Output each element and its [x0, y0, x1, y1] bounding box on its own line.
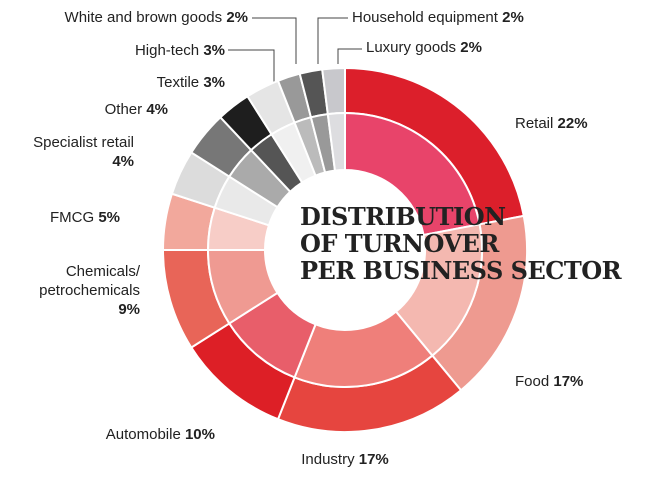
value-label: 3%	[203, 74, 225, 91]
slice-label: High-tech 3%	[60, 41, 225, 60]
category-name: High-tech	[134, 42, 200, 59]
value-label: 2%	[502, 9, 524, 26]
slice-label: Chemicals/ petrochemicals 9%	[20, 262, 140, 319]
value-label: 2%	[226, 9, 248, 26]
leader-lines	[228, 17, 362, 84]
slice-label: Other 4%	[60, 100, 168, 119]
slice-label: Industry 17%	[280, 450, 410, 469]
slice-label: Retail 22%	[515, 114, 655, 133]
value-label: 4%	[146, 101, 168, 118]
slice-label: FMCG 5%	[20, 208, 120, 227]
value-label: 17%	[553, 373, 584, 390]
value-label: 9%	[118, 301, 140, 318]
slice-label: White and brown goods 2%	[0, 8, 248, 27]
slice-label: Luxury goods 2%	[366, 38, 546, 57]
category-name: FMCG	[49, 209, 95, 226]
category-name: Household equipment	[352, 9, 498, 26]
slice-label: Textile 3%	[90, 73, 225, 92]
leader-line	[337, 48, 362, 64]
category-name: Chemicals/ petrochemicals	[39, 263, 140, 299]
value-label: 10%	[184, 426, 215, 443]
value-label: 5%	[98, 209, 120, 226]
title-line: DISTRIBUTION	[300, 202, 506, 231]
value-label: 2%	[460, 39, 482, 56]
chart-title: DISTRIBUTION OF TURNOVER PER BUSINESS SE…	[300, 202, 622, 285]
category-name: Luxury goods	[366, 39, 457, 56]
inner-slice	[344, 111, 481, 237]
value-label: 17%	[358, 451, 389, 468]
slice-label: Household equipment 2%	[352, 8, 572, 27]
leader-line	[317, 17, 348, 64]
category-name: White and brown goods	[64, 9, 223, 26]
category-name: Specialist retail	[33, 134, 134, 151]
slice-label: Specialist retail 4%	[30, 133, 134, 171]
value-label: 22%	[557, 115, 588, 132]
title-line: PER BUSINESS SECTOR	[300, 256, 622, 285]
slice-label: Food 17%	[515, 372, 655, 391]
title-line: OF TURNOVER	[300, 229, 499, 258]
leader-line	[252, 17, 297, 64]
leader-line	[228, 49, 275, 84]
category-name: Food	[515, 373, 550, 390]
inner-slice	[326, 111, 346, 172]
value-label: 3%	[203, 42, 225, 59]
category-name: Industry	[301, 451, 355, 468]
category-name: Textile	[156, 74, 200, 91]
value-label: 4%	[112, 153, 134, 170]
category-name: Other	[104, 101, 143, 118]
category-name: Retail	[515, 115, 554, 132]
slice-label: Automobile 10%	[60, 425, 215, 444]
category-name: Automobile	[105, 426, 181, 443]
